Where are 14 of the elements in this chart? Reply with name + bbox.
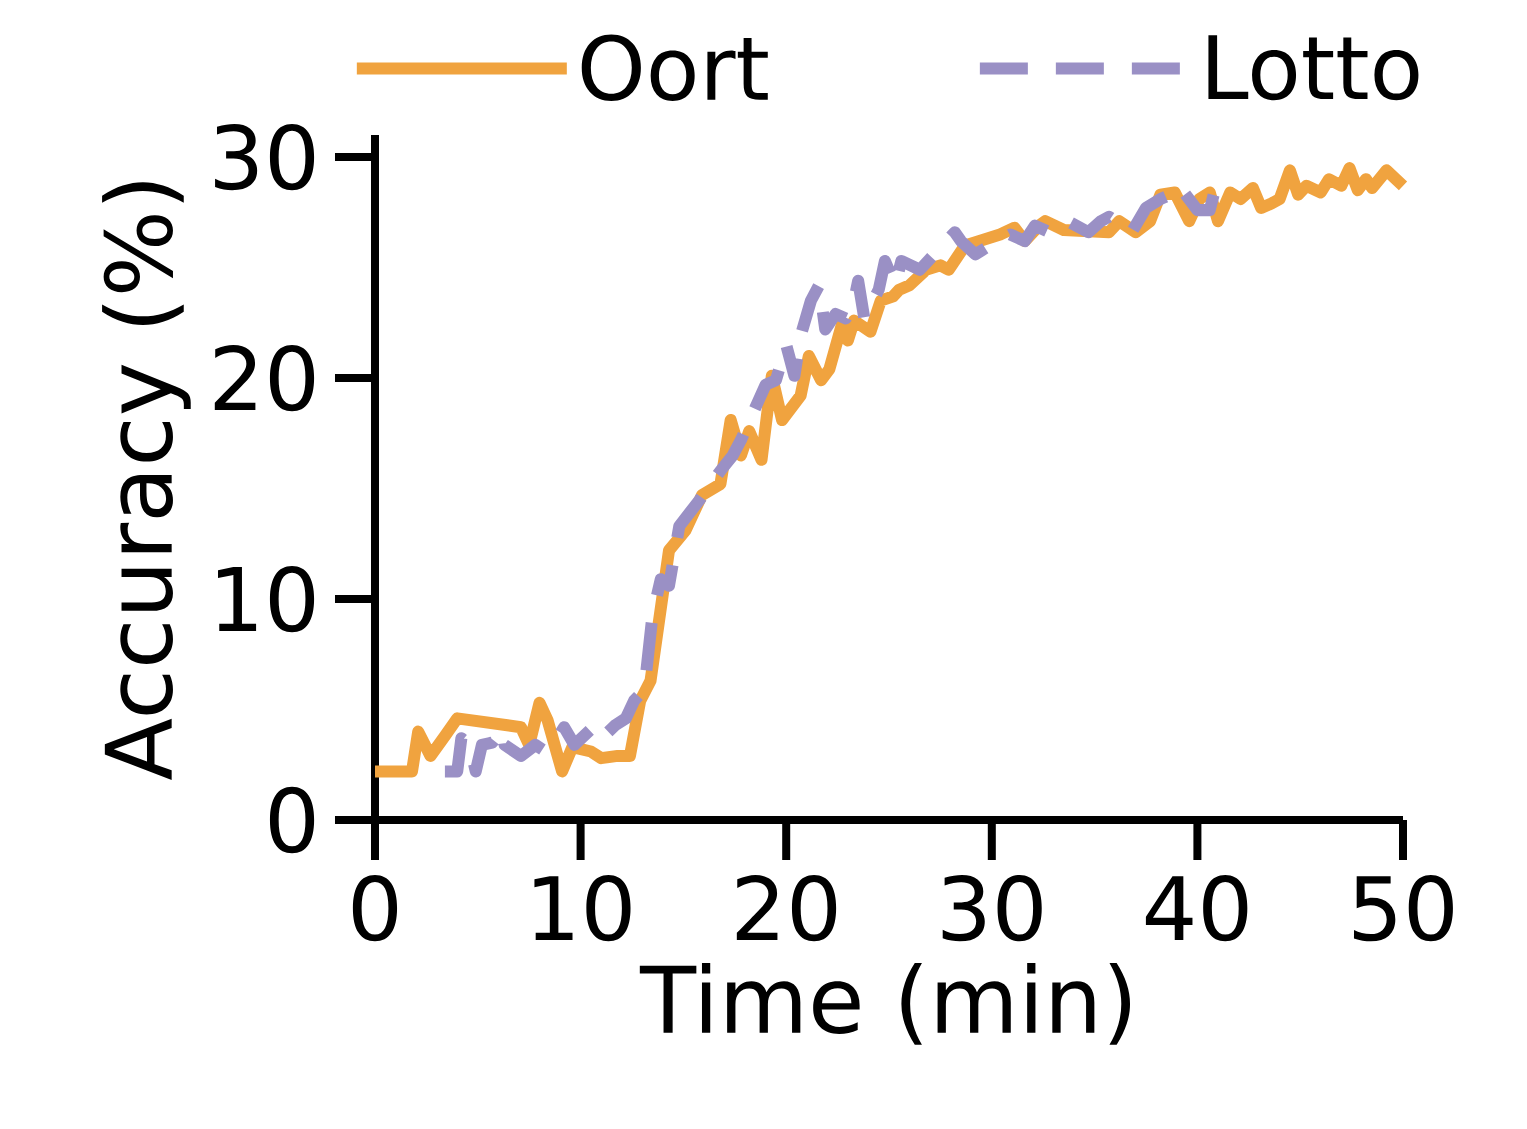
x-tick-label: 0 — [352, 875, 398, 942]
x-tick-label: 10 — [534, 875, 631, 942]
x-tick-label: 30 — [942, 875, 1042, 942]
y-tick-label: 30 — [215, 123, 315, 191]
legend-label: Lotto — [1208, 35, 1419, 101]
legend-label: Oort — [581, 34, 768, 101]
y-tick-label: 20 — [214, 344, 315, 412]
x-tick-label: 20 — [736, 875, 837, 942]
y-tick-label: 0 — [269, 786, 315, 854]
x-tick-label: 50 — [1353, 875, 1453, 942]
x-tick-label: 40 — [1145, 875, 1248, 942]
y-tick-label: 10 — [218, 565, 315, 633]
y-axis-title: Accuracy (%) — [102, 182, 191, 780]
x-axis-title: Time (min) — [639, 963, 1131, 1045]
